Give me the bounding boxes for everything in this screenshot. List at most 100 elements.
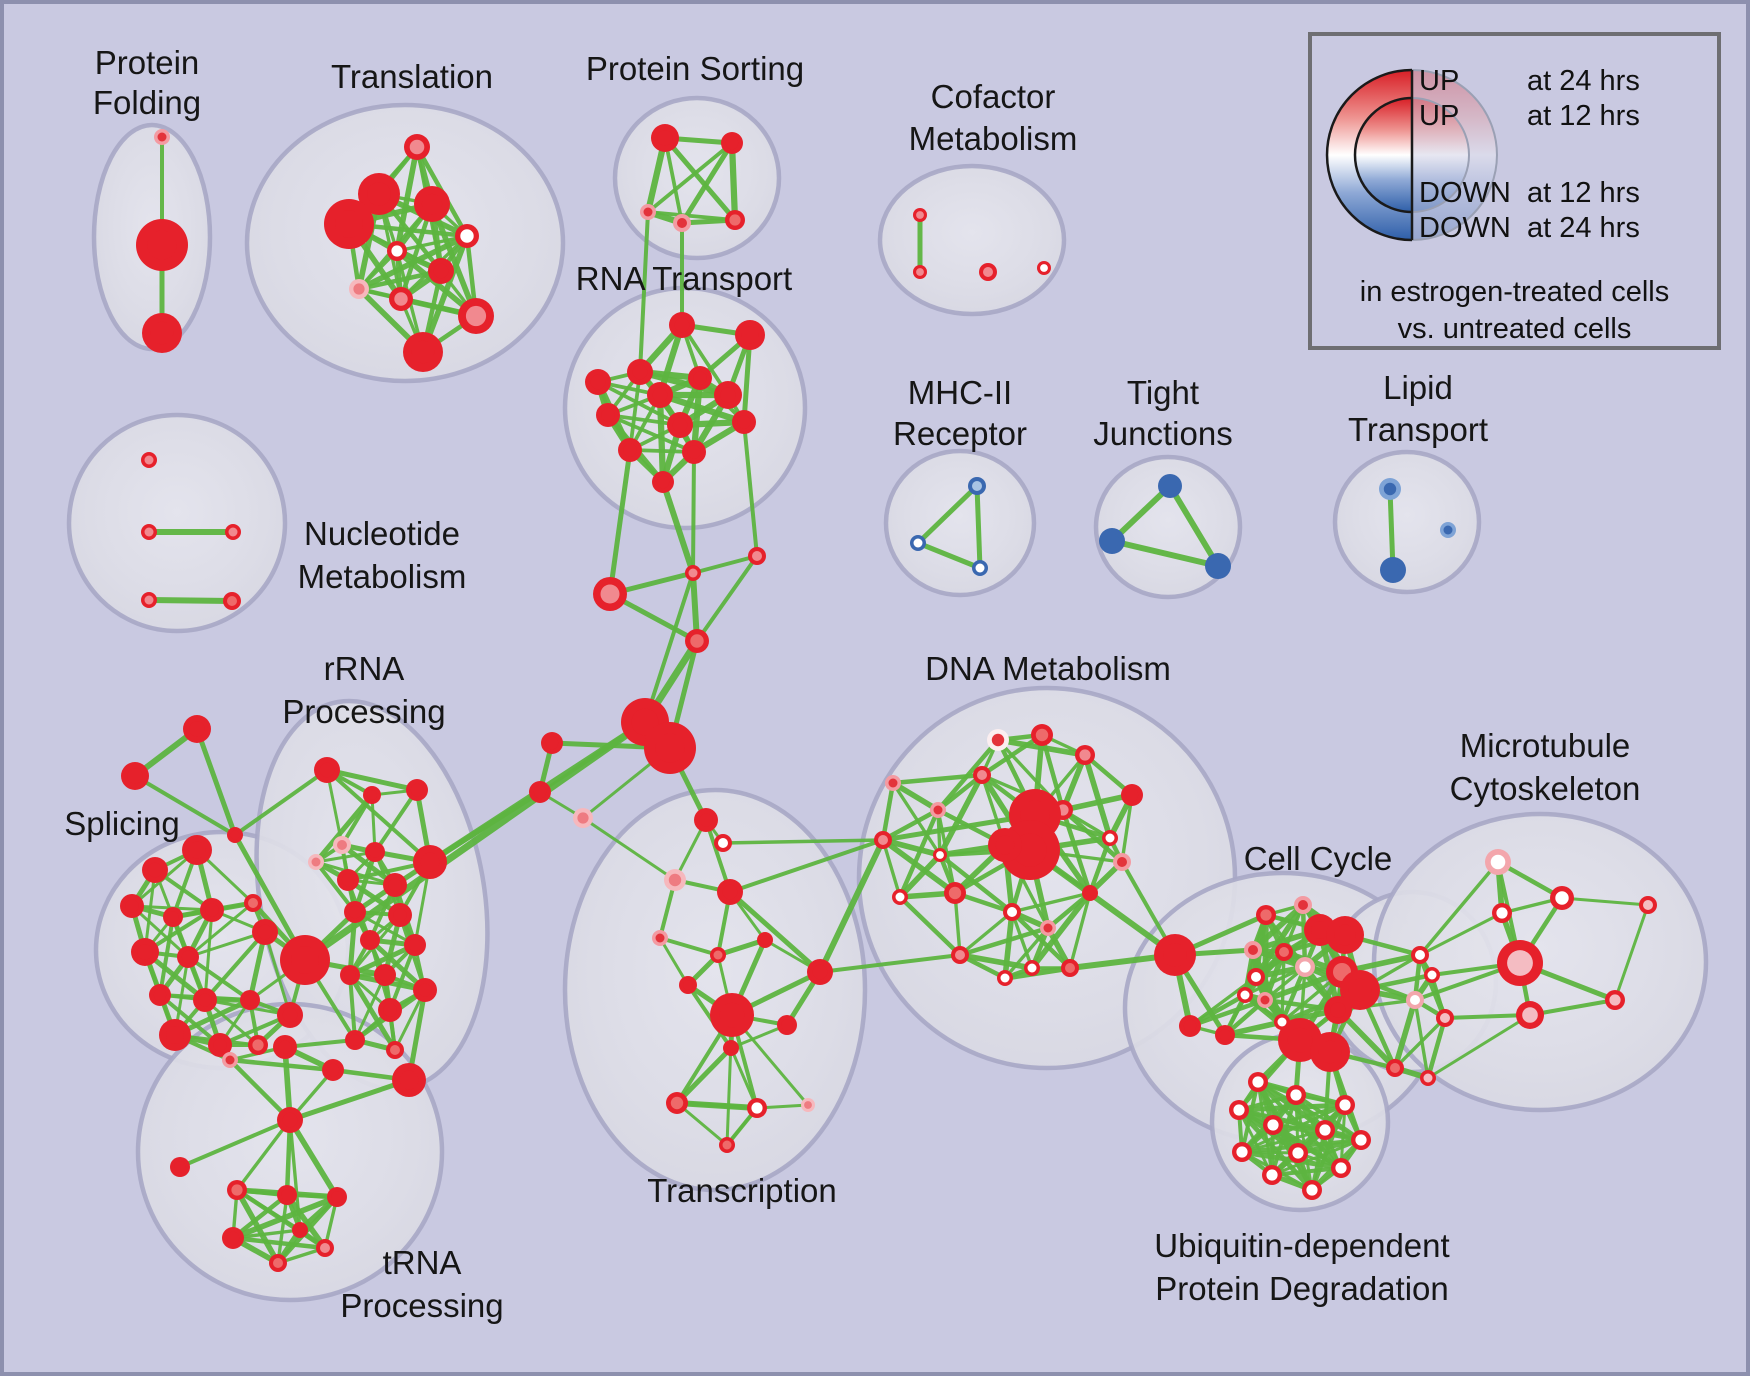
network-node-rt [714, 381, 742, 409]
network-edge [715, 937, 768, 958]
network-edge [1120, 793, 1134, 864]
network-node-cf [979, 263, 997, 281]
network-node-nm [141, 592, 157, 608]
network-node-tx [717, 879, 743, 905]
network-node-tx [710, 947, 726, 963]
network-node-tx [710, 993, 754, 1037]
network-node-cc [1326, 916, 1364, 954]
network-node-dm [930, 802, 946, 818]
network-edge [1087, 835, 1113, 896]
network-node-mt [1605, 990, 1625, 1010]
network-node-cc [1237, 987, 1253, 1003]
network-edge [881, 838, 902, 899]
cluster-ellipse-tx [562, 787, 868, 1193]
network-node-sp [163, 907, 183, 927]
network-edge [897, 894, 963, 958]
network-edge [186, 901, 255, 959]
cluster-label-tr: Translation [331, 58, 493, 95]
network-edge [356, 268, 444, 292]
network-node-rr [378, 998, 402, 1022]
network-node-cc [1244, 941, 1262, 959]
network-edge [1003, 926, 1050, 980]
network-node-ps [725, 210, 745, 230]
network-edge [325, 768, 432, 864]
network-node-sp [200, 898, 224, 922]
network-edge [1270, 1138, 1363, 1177]
network-node-tr [428, 258, 454, 284]
network-node-tx [652, 930, 668, 946]
cluster-label-nm: Nucleotide Metabolism [298, 515, 467, 595]
network-edge [1010, 910, 1034, 970]
network-node-ub [1351, 1130, 1371, 1150]
cluster-label-dm: DNA Metabolism [925, 650, 1171, 687]
network-node-cc [1406, 991, 1424, 1009]
network-node-rt [596, 403, 620, 427]
network-node-ps [651, 124, 679, 152]
network-edge [957, 952, 1035, 971]
network-node-rr [308, 854, 324, 870]
network-edge [1039, 732, 1066, 813]
network-node-dm [1003, 903, 1021, 921]
legend-caption: in estrogen-treated cells vs. untreated … [1312, 274, 1717, 348]
network-node-bb [714, 834, 732, 852]
network-edge [727, 889, 823, 975]
network-node-bb [121, 762, 149, 790]
network-edge [1295, 1137, 1364, 1156]
network-edge [1109, 483, 1173, 544]
network-node-mt [1639, 896, 1657, 914]
network-node-rt [669, 312, 695, 338]
legend-direction-label: UP [1419, 100, 1460, 132]
network-node-tr [455, 224, 479, 248]
network-node-rr [333, 836, 351, 854]
network-node-dm [1102, 830, 1118, 846]
network-edge [1060, 807, 1125, 865]
network-node-sp [252, 919, 278, 945]
network-node-tr [349, 279, 369, 299]
network-node-rr [360, 930, 380, 950]
network-node-tr [387, 241, 407, 261]
network-node-ub [1286, 1085, 1306, 1105]
network-edge [691, 450, 696, 575]
network-edge [897, 852, 943, 900]
network-node-mt [1516, 1001, 1544, 1029]
network-node-tn [222, 1227, 244, 1249]
network-node-cc [1386, 1059, 1404, 1077]
network-node-sp [248, 1035, 268, 1055]
network-edge [957, 925, 1051, 958]
network-node-cc [1424, 967, 1440, 983]
network-node-dm [997, 970, 1013, 986]
network-edge [818, 953, 962, 974]
network-node-cc [1411, 946, 1429, 964]
cluster-label-cf: Cofactor Metabolism [909, 78, 1078, 157]
network-node-bb [593, 577, 627, 611]
network-node-sp [149, 984, 171, 1006]
network-node-rr [344, 901, 366, 923]
network-node-sp [277, 1002, 303, 1028]
network-edge [1167, 483, 1221, 569]
network-node-ub [1263, 1115, 1283, 1135]
network-node-sp [120, 894, 144, 918]
network-edge [1010, 891, 1092, 914]
network-node-pf [136, 219, 188, 271]
network-node-bb [573, 808, 593, 828]
network-edge [276, 1193, 289, 1265]
network-node-rr [383, 873, 407, 897]
network-edge [227, 1057, 293, 1123]
network-edge [203, 930, 267, 1002]
network-node-tn [392, 1063, 426, 1097]
network-edge [427, 789, 543, 865]
network-node-cc [1295, 957, 1315, 977]
network-edge [1109, 538, 1221, 569]
network-node-nm [141, 452, 157, 468]
network-edge [1418, 911, 1504, 957]
network-node-pf [142, 313, 182, 353]
network-node-tn [273, 1035, 297, 1059]
network-edge [146, 597, 235, 604]
network-node-rr [314, 757, 340, 783]
network-node-cf [1037, 261, 1051, 275]
network-edge [958, 910, 1014, 957]
network-node-dm [1121, 784, 1143, 806]
network-node-ps [721, 132, 743, 154]
network-edge [638, 210, 650, 374]
